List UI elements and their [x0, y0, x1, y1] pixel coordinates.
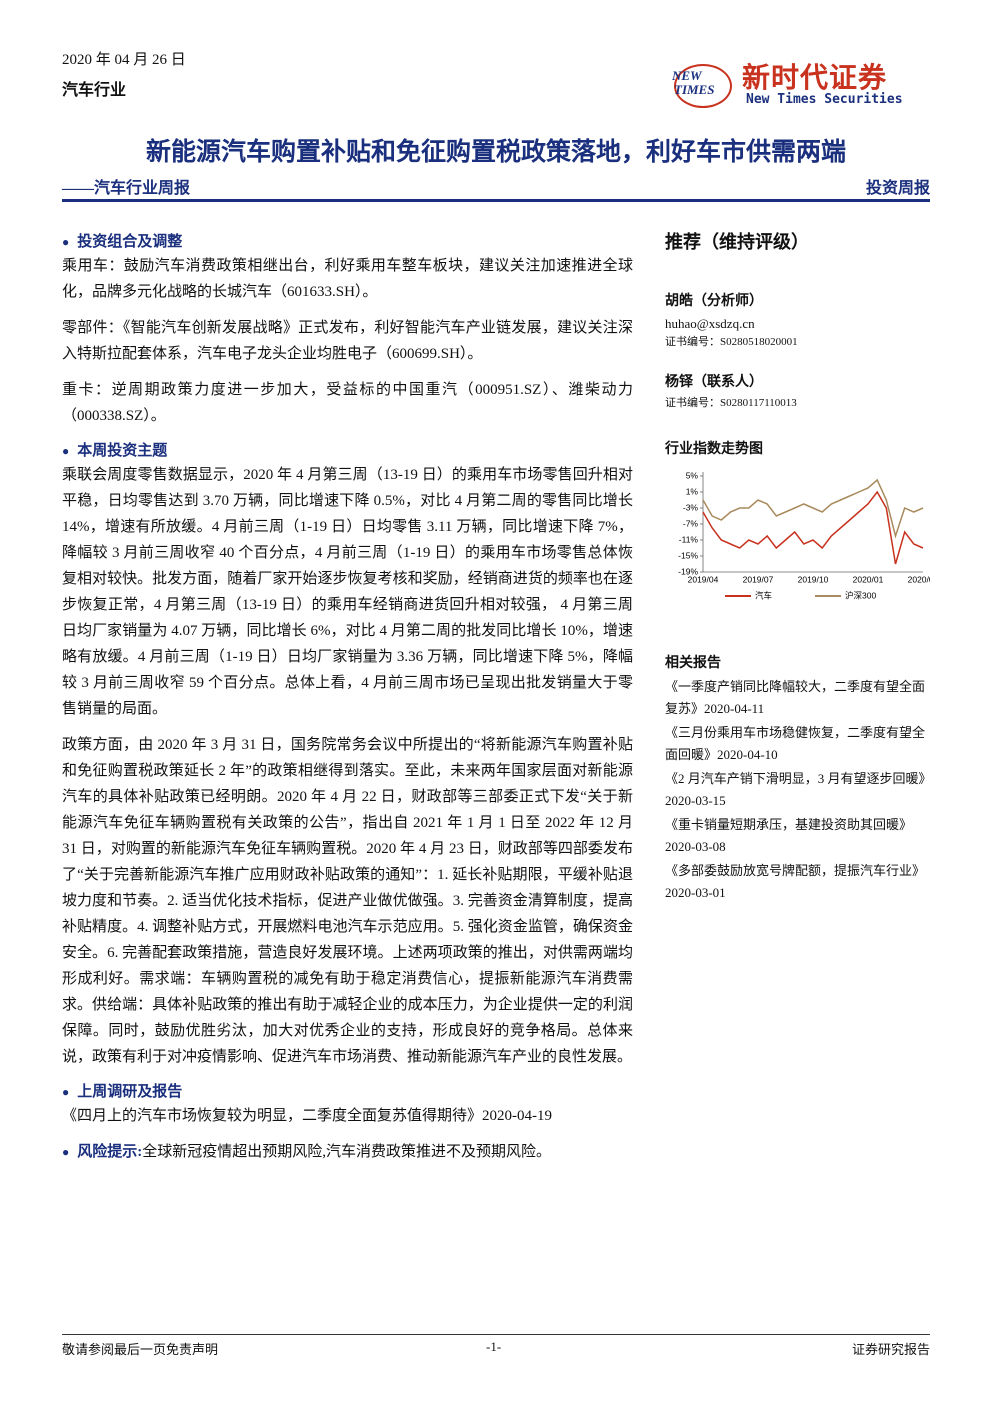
x-tick-label: 2020/04	[908, 574, 930, 584]
logo-new: NEW	[672, 68, 702, 83]
x-tick-label: 2019/07	[743, 574, 774, 584]
y-tick-label: -15%	[678, 550, 698, 560]
legend-label: 沪深300	[845, 590, 876, 600]
x-tick-label: 2019/04	[688, 574, 719, 584]
date: 2020 年 04 月 26 日	[62, 52, 186, 68]
paragraph: 零部件：《智能汽车创新发展战略》正式发布，利好智能汽车产业链发展，建议关注深入特…	[62, 320, 633, 362]
report-type: 投资周报	[865, 180, 930, 197]
industry: 汽车行业	[62, 82, 127, 99]
paragraph: 《四月上的汽车市场恢复较为明显，二季度全面复苏值得期待》2020-04-19	[62, 1108, 552, 1124]
rating: 推荐（维持评级）	[665, 232, 809, 252]
section-heading: 上周调研及报告	[62, 1080, 633, 1101]
subtitle: ——汽车行业周报	[62, 180, 191, 197]
related-report: 《三月份乘用车市场稳健恢复，二季度有望全面回暖》2020-04-10	[665, 725, 926, 762]
related-report: 《多部委鼓励放宽号牌配额，提振汽车行业》2020-03-01	[665, 863, 926, 900]
section-heading: 本周投资主题	[62, 439, 633, 460]
bullet: ●	[62, 1145, 70, 1159]
related-title: 相关报告	[665, 656, 721, 671]
risk: ● 风险提示:全球新冠疫情超出预期风险,汽车消费政策推进不及预期风险。	[62, 1139, 633, 1165]
y-tick-label: 5%	[686, 470, 699, 480]
analyst-name: 胡皓（分析师）	[665, 294, 763, 309]
footer-rule	[62, 1334, 930, 1335]
paragraph: 乘用车：鼓励汽车消费政策相继出台，利好乘用车整车板块，建议关注加速推进全球化，品…	[62, 258, 633, 300]
x-tick-label: 2020/01	[853, 574, 884, 584]
related-report: 《2 月汽车产销下滑明显，3 月有望逐步回暖》2020-03-15	[665, 771, 926, 808]
logo-en: New Times Securities	[746, 92, 903, 107]
x-tick-label: 2019/10	[798, 574, 829, 584]
logo-mark: NEW TIMES	[668, 60, 736, 110]
analyst-cert: 证书编号：S0280117110013	[665, 397, 797, 409]
paragraph: 乘联会周度零售数据显示，2020 年 4 月第三周（13-19 日）的乘用车市场…	[62, 467, 633, 717]
y-tick-label: -7%	[683, 518, 699, 528]
series-line	[702, 490, 924, 565]
index-chart: 5% 1% -3% -7% -11% -15% -19%2019/04 2019/07 2019…	[678, 470, 930, 600]
related-report: 《一季度产销同比降幅较大，二季度有望全面复苏》2020-04-11	[665, 679, 926, 716]
logo-times: TIMES	[674, 82, 715, 97]
paragraph: 重卡：逆周期政策力度进一步加大，受益标的中国重汽（000951.SZ）、潍柴动力…	[62, 382, 633, 424]
title: 新能源汽车购置补贴和免征购置税政策落地，利好车市供需两端	[145, 139, 846, 166]
paragraph: 政策方面，由 2020 年 3 月 31 日，国务院常务会议中所提出的“将新能源…	[62, 737, 633, 1065]
footer-left: 敬请参阅最后一页免责声明	[62, 1342, 219, 1357]
footer-right: 证券研究报告	[851, 1342, 930, 1357]
y-tick-label: -11%	[679, 534, 699, 544]
risk-text: 全球新冠疫情超出预期风险,汽车消费政策推进不及预期风险。	[142, 1144, 552, 1160]
section-heading: 投资组合及调整	[62, 230, 633, 251]
analyst-email: huhao@xsdzq.cn	[665, 316, 755, 331]
y-tick-label: -3%	[683, 502, 699, 512]
main-column: 投资组合及调整乘用车：鼓励汽车消费政策相继出台，利好乘用车整车板块，建议关注加速…	[62, 224, 633, 1175]
y-tick-label: -19%	[678, 566, 698, 576]
legend-label: 汽车	[755, 590, 772, 600]
sidebar: 推荐（维持评级） 胡皓（分析师） huhao@xsdzq.cn 证书编号：S02…	[665, 228, 930, 906]
footer-page: -1-	[486, 1339, 502, 1354]
analyst-cert: 证书编号：S0280518020001	[665, 336, 798, 348]
risk-heading: 风险提示:	[77, 1144, 143, 1160]
chart-title: 行业指数走势图	[665, 442, 763, 457]
related-report: 《重卡销量短期承压，基建投资助其回暖》2020-03-08	[665, 817, 913, 854]
related-list: 《一季度产销同比降幅较大，二季度有望全面复苏》2020-04-11 《三月份乘用车…	[665, 676, 930, 904]
logo-ring	[674, 64, 732, 108]
header-rule	[62, 199, 930, 202]
analyst-name: 杨铎（联系人）	[665, 375, 763, 390]
y-tick-label: 1%	[686, 486, 699, 496]
series-line	[702, 478, 924, 539]
logo-cn: 新时代证券	[742, 63, 888, 94]
